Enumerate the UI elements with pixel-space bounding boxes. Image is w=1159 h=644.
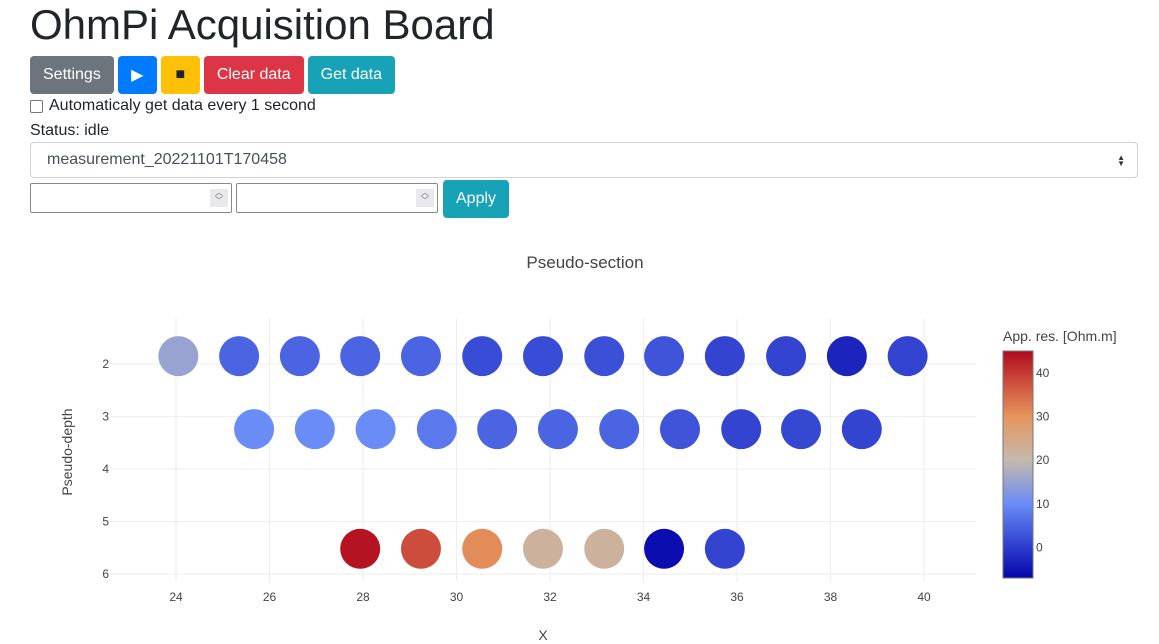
data-point <box>766 336 807 377</box>
settings-button[interactable]: Settings <box>30 56 114 94</box>
x-tick-label: 32 <box>543 590 557 604</box>
data-point <box>400 528 441 569</box>
x-tick-label: 30 <box>450 590 464 604</box>
y-tick-label: 5 <box>102 515 109 529</box>
data-point <box>234 409 275 450</box>
colorbar-tick-label: 40 <box>1036 366 1050 380</box>
data-point <box>400 336 441 377</box>
data-point <box>584 528 625 569</box>
survey-select-value: measurement_20221101T170458 <box>47 151 287 168</box>
spinner-icon[interactable]: ︿ ﹀ <box>416 189 434 207</box>
data-point <box>416 409 457 450</box>
data-point <box>599 409 640 450</box>
x-tick-label: 36 <box>730 590 744 604</box>
data-point <box>477 409 518 450</box>
data-point <box>158 336 199 377</box>
data-point <box>781 409 822 450</box>
data-point <box>704 336 745 377</box>
data-point <box>826 336 867 377</box>
y-tick-label: 4 <box>102 462 109 476</box>
x-tick-label: 38 <box>824 590 838 604</box>
x-axis-label: X <box>538 627 548 643</box>
y-axis-label: Pseudo-depth <box>59 408 75 495</box>
data-point <box>340 336 381 377</box>
data-point <box>887 336 928 377</box>
colorbar-tick-label: 10 <box>1036 497 1050 511</box>
data-point <box>219 336 260 377</box>
data-point <box>294 409 335 450</box>
data-point <box>462 528 503 569</box>
data-point <box>704 528 745 569</box>
colorbar <box>1002 350 1034 579</box>
max-value-input[interactable]: ︿ ﹀ <box>236 183 438 213</box>
x-tick-label: 28 <box>356 590 370 604</box>
clear-data-button[interactable]: Clear data <box>203 56 304 94</box>
colorbar-tick-label: 30 <box>1036 409 1050 423</box>
data-point <box>584 336 625 377</box>
data-point <box>340 528 381 569</box>
data-point <box>355 409 396 450</box>
survey-select[interactable]: measurement_20221101T170458 ▲ ▼ <box>30 142 1138 178</box>
colorbar-title: App. res. [Ohm.m] <box>1003 328 1117 344</box>
data-point <box>644 336 685 377</box>
min-value-input[interactable]: ︿ ﹀ <box>30 183 232 213</box>
x-tick-label: 40 <box>917 590 931 604</box>
y-tick-label: 2 <box>102 357 109 371</box>
data-point <box>279 336 320 377</box>
x-tick-label: 26 <box>263 590 277 604</box>
data-point <box>644 528 685 569</box>
data-point <box>841 409 882 450</box>
auto-refresh-label: Automaticaly get data every 1 second <box>49 97 316 114</box>
auto-refresh-checkbox[interactable]: Automaticaly get data every 1 second <box>30 97 316 115</box>
data-point <box>537 409 578 450</box>
data-point <box>462 336 503 377</box>
colorbar-tick-label: 20 <box>1036 453 1050 467</box>
data-point <box>659 409 700 450</box>
data-point <box>721 409 762 450</box>
apply-button[interactable]: Apply <box>443 180 510 218</box>
y-tick-label: 6 <box>102 567 109 581</box>
chart-title: Pseudo-section <box>526 253 643 272</box>
page-title: OhmPi Acquisition Board <box>30 1 495 48</box>
get-data-button[interactable]: Get data <box>307 56 396 94</box>
select-arrows-icon: ▲ ▼ <box>1117 153 1125 168</box>
data-point <box>522 336 563 377</box>
data-point <box>522 528 563 569</box>
stop-button[interactable]: ■ <box>160 56 200 94</box>
y-tick-label: 3 <box>102 410 109 424</box>
x-tick-label: 24 <box>169 590 183 604</box>
status-text: Status: idle <box>30 122 110 139</box>
spinner-icon[interactable]: ︿ ﹀ <box>210 189 228 207</box>
run-button[interactable]: ▶ <box>117 56 157 94</box>
x-tick-label: 34 <box>637 590 651 604</box>
toolbar: Settings ▶ ■ Clear data Get data <box>30 56 396 94</box>
colorbar-tick-label: 0 <box>1036 540 1043 554</box>
checkbox-icon[interactable] <box>30 99 43 113</box>
